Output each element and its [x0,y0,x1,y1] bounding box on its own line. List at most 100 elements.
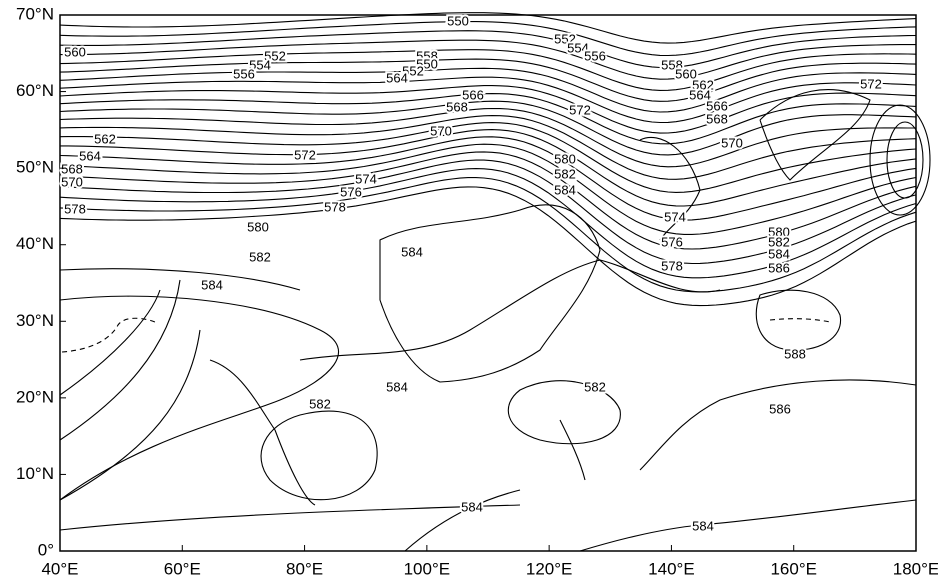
contour-line [60,39,916,80]
contour-label: 550 [416,56,438,71]
x-tick-label: 120°E [526,559,573,578]
y-tick-label: 40°N [16,234,54,253]
contour-line [507,380,621,445]
contour-label: 556 [233,66,255,81]
contour-label: 558 [416,48,438,63]
contour-label: 582 [768,234,790,249]
contour-label: 574 [664,209,686,224]
contour-line [769,318,831,323]
contour-label: 586 [769,401,791,416]
coast [379,204,601,383]
coast [209,359,316,506]
y-tick-label: 10°N [16,464,54,483]
contour-label: 570 [61,174,83,189]
y-tick-label: 30°N [16,311,54,330]
contour-label: 578 [661,258,683,273]
contour-line [639,379,917,471]
contours [59,12,931,552]
coastline [209,89,871,506]
contour-line [59,58,917,102]
y-tick-label: 0° [38,540,54,559]
contour-label: 560 [675,66,697,81]
contour-line [59,49,917,91]
y-tick-label: 70°N [16,4,54,23]
contour-line [59,151,917,250]
x-tick-label: 180°E [893,559,938,578]
contour-label: 580 [554,151,576,166]
contour-label: 552 [402,63,424,78]
coast [639,136,701,241]
contour-line [59,67,917,113]
contour-label: 568 [446,99,468,114]
contour-label: 588 [784,346,806,361]
contour-label: 582 [584,379,606,394]
contour-line [299,259,721,361]
y-tick-label: 60°N [16,81,54,100]
contour-label: 582 [249,249,271,264]
contour-line [59,143,917,235]
contour-line [59,329,201,501]
contour-line [59,12,917,44]
y-tick-label: 20°N [16,387,54,406]
contour-line [59,168,917,279]
contour-label: 568 [706,111,728,126]
contour-label: 554 [567,40,589,55]
contour-label: 578 [324,199,346,214]
contour-label: 580 [247,219,269,234]
contour-line [59,107,916,168]
x-tick-label: 140°E [648,559,695,578]
contour-line [60,129,917,207]
contour-label: 572 [569,102,591,117]
contour-label: 572 [860,76,882,91]
contour-label: 570 [430,123,452,138]
contour-line [59,186,917,307]
contour-line [59,76,917,124]
contour-line [59,93,917,145]
contour-label: 552 [554,31,576,46]
contour-line [59,295,340,501]
contour-label: 584 [201,277,223,292]
x-tick-label: 100°E [404,559,451,578]
contour-label: 584 [386,379,408,394]
y-tick-label: 50°N [16,158,54,177]
contour-label: 562 [692,77,714,92]
contour-label: 564 [79,148,101,163]
contour-label: 570 [721,135,743,150]
contour-label: 562 [94,131,116,146]
contour-line [260,410,378,501]
contour-label: 582 [309,396,331,411]
axes: 40°E 60°E 80°E 100°E 120°E 140°E 160°E 180°E 70°… [16,4,938,578]
contour-label: 584 [461,499,483,514]
contour-line [59,85,917,134]
contour-label: 566 [706,98,728,113]
contour-label: 564 [689,87,711,102]
contour-line [59,122,917,193]
x-tick-label: 80°E [286,559,323,578]
contour-label: 550 [447,13,469,28]
contour-line [59,177,917,293]
contour-label: 558 [661,57,683,72]
contour-line [59,268,301,291]
contour-line [59,136,917,221]
contour-line [886,121,924,199]
contour-line [404,489,521,552]
contour-line [61,317,156,353]
contour-label: 576 [340,184,362,199]
contour-label: 564 [386,70,408,85]
contour-line [59,279,181,441]
contour-label: 576 [661,234,683,249]
contour-label: 578 [64,201,86,216]
contour-line [59,289,161,396]
contour-label: 584 [554,182,576,197]
contour-label: 574 [355,171,377,186]
contour-label: 568 [61,161,83,176]
contour-line [59,100,917,156]
contour-line [579,499,917,552]
contour-line [869,104,931,216]
contour-label: 586 [768,260,790,275]
contour-label: 560 [64,44,86,59]
contour-label: 580 [768,224,790,239]
x-tick-label: 40°E [41,559,78,578]
